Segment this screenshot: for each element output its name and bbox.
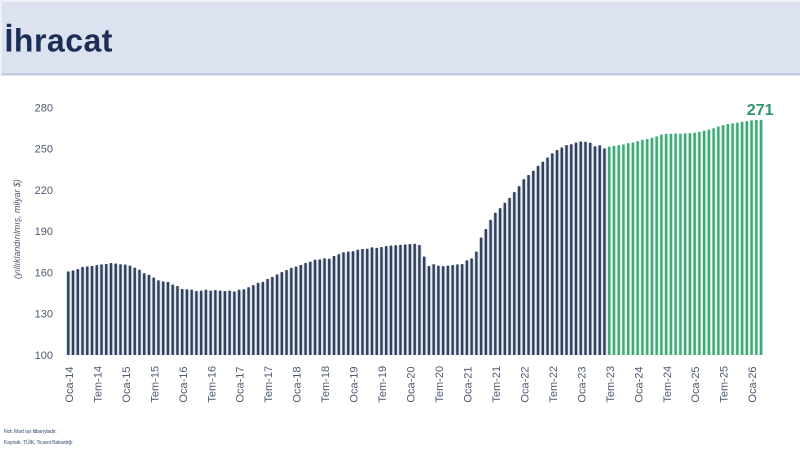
svg-text:Oca-21: Oca-21 [462,367,474,403]
svg-text:Oca-20: Oca-20 [406,367,418,403]
svg-text:Oca-14: Oca-14 [64,367,76,403]
svg-text:280: 280 [35,102,53,114]
svg-text:Oca-22: Oca-22 [519,367,531,403]
svg-text:271: 271 [747,102,774,119]
svg-text:220: 220 [35,185,53,197]
svg-text:Tem-25: Tem-25 [719,366,731,403]
svg-text:Tem-20: Tem-20 [434,366,446,403]
svg-text:(yıllıklandırılmış, milyar $): (yıllıklandırılmış, milyar $) [12,179,22,279]
svg-text:100: 100 [35,350,53,362]
svg-text:Oca-16: Oca-16 [178,367,190,403]
svg-text:Oca-19: Oca-19 [349,367,361,403]
svg-text:Tem-24: Tem-24 [662,366,674,403]
svg-text:Tem-19: Tem-19 [377,366,389,403]
svg-text:Tem-15: Tem-15 [149,366,161,403]
svg-text:190: 190 [35,226,53,238]
svg-text:130: 130 [35,309,53,321]
svg-text:Not: Mart ayı itibarıyladır.: Not: Mart ayı itibarıyladır. [4,429,58,435]
svg-text:Oca-18: Oca-18 [292,367,304,403]
svg-text:Tem-18: Tem-18 [320,366,332,403]
svg-text:250: 250 [35,144,53,156]
svg-text:Tem-17: Tem-17 [263,366,275,403]
svg-text:Oca-23: Oca-23 [576,367,588,403]
svg-text:Tem-16: Tem-16 [206,366,218,403]
svg-text:Tem-23: Tem-23 [605,366,617,403]
svg-text:160: 160 [35,267,53,279]
svg-text:Kaynak: TÜİK, Ticaret Bakanlığ: Kaynak: TÜİK, Ticaret Bakanlığı [4,439,73,446]
svg-text:Tem-14: Tem-14 [92,366,104,403]
svg-text:Oca-25: Oca-25 [690,367,702,403]
svg-text:Oca-26: Oca-26 [747,367,759,403]
svg-text:Oca-24: Oca-24 [633,367,645,403]
svg-text:Oca-17: Oca-17 [235,367,247,403]
svg-text:Tem-22: Tem-22 [548,366,560,403]
svg-text:Tem-21: Tem-21 [491,366,503,403]
svg-text:İhracat: İhracat [5,23,113,59]
svg-text:Oca-15: Oca-15 [121,367,133,403]
